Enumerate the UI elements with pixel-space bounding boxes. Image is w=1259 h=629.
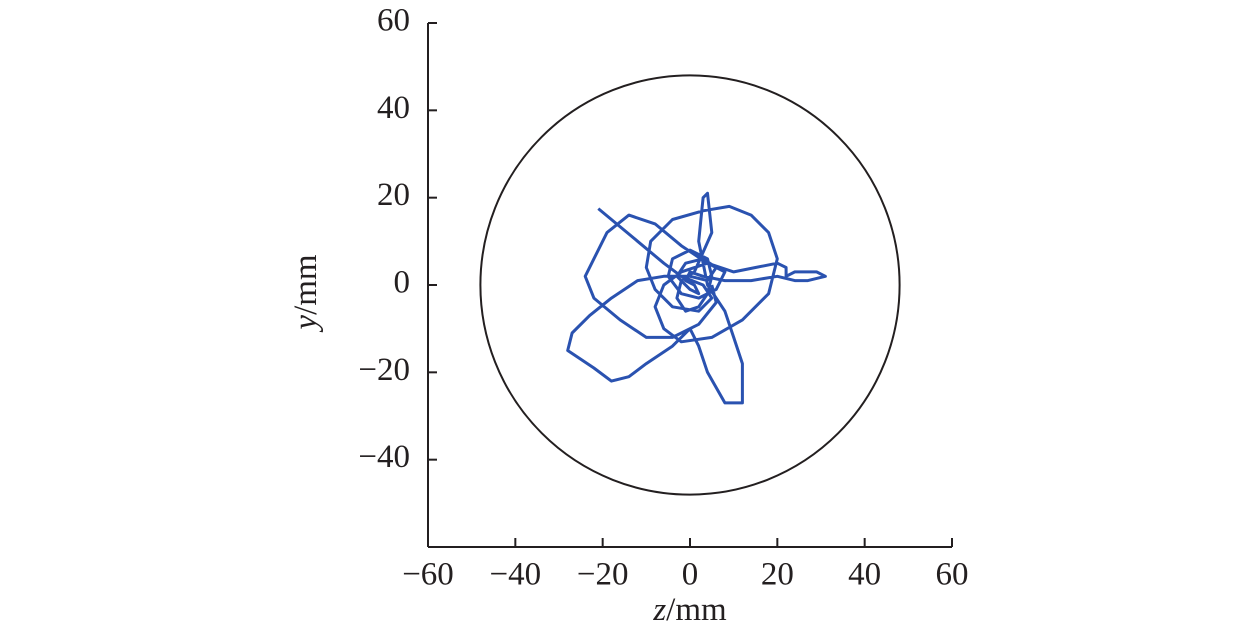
boundary-circle	[479, 74, 901, 496]
x-tick-label: 0	[682, 557, 699, 593]
y-tick-label: 40	[377, 90, 410, 126]
y-tick-label: −20	[358, 352, 410, 388]
x-tick-label: 60	[936, 557, 969, 593]
y-tick-label: 0	[394, 265, 411, 301]
x-tick-label: 20	[761, 557, 794, 593]
x-axis-label: z/mm	[652, 592, 727, 628]
x-tick-label: −40	[490, 557, 542, 593]
y-tick-label: 60	[377, 3, 410, 39]
x-tick-label: −60	[402, 557, 454, 593]
x-tick-label: −20	[577, 557, 629, 593]
trajectory-line	[566, 191, 827, 405]
y-tick-label: 20	[377, 177, 410, 213]
x-tick-label: 40	[848, 557, 881, 593]
y-tick-label: −40	[358, 439, 410, 475]
y-axis-label: y/mm	[288, 254, 324, 332]
